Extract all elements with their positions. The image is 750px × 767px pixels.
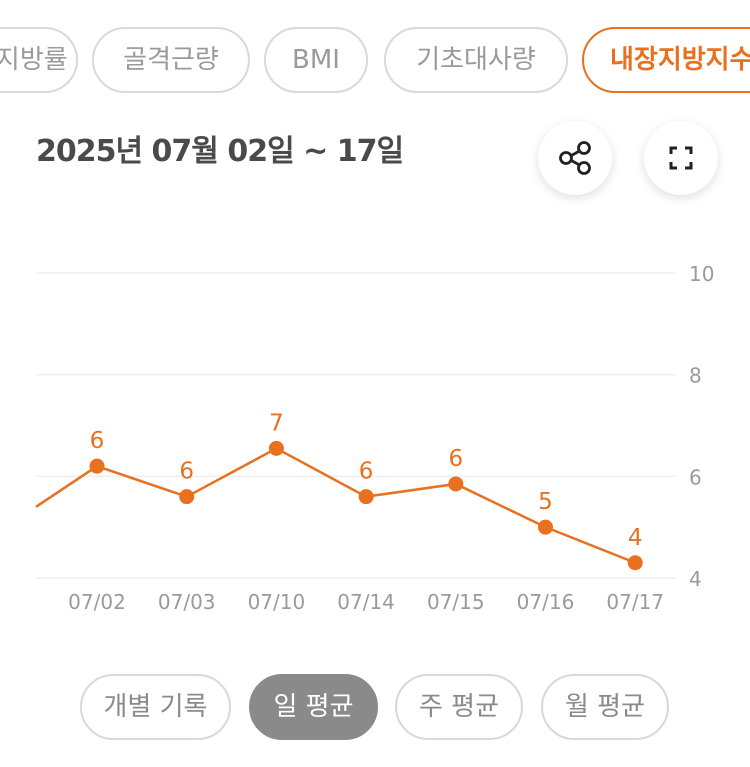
tab-basal-metabolic-rate[interactable]: 기초대사량	[384, 27, 568, 93]
data-point	[268, 440, 284, 456]
x-tick-label: 07/03	[158, 590, 216, 614]
x-tick-label: 07/16	[517, 590, 575, 614]
daily-average-button[interactable]: 일 평균	[249, 674, 378, 740]
series-line	[35, 446, 636, 564]
data-point	[179, 489, 195, 505]
x-tick-label: 07/10	[248, 590, 306, 614]
visceral-fat-line-chart: 4 6 8 10 07/02 07/03 07/10 07/14 07/15 07/16 07/17…	[35, 262, 714, 614]
x-tick-label: 07/14	[337, 590, 395, 614]
y-tick-label: 4	[689, 567, 702, 591]
data-label: 6	[359, 459, 374, 485]
share-button[interactable]	[538, 121, 612, 195]
individual-records-button[interactable]: 개별 기록	[80, 674, 231, 740]
data-label: 6	[448, 446, 463, 472]
tab-skeletal-muscle[interactable]: 골격근량	[92, 27, 250, 93]
fullscreen-icon	[669, 146, 693, 170]
data-point	[448, 476, 464, 492]
metric-tab-bar: 체지방률 골격근량 BMI 기초대사량 내장지방지수	[0, 27, 750, 93]
y-tick-label: 10	[689, 262, 714, 286]
data-label: 5	[538, 489, 553, 515]
x-tick-label: 07/17	[606, 590, 664, 614]
data-point	[358, 489, 374, 505]
data-label: 6	[179, 459, 194, 485]
x-tick-label: 07/15	[427, 590, 485, 614]
data-label: 4	[628, 525, 643, 551]
data-point	[89, 458, 105, 474]
tab-visceral-fat-index[interactable]: 내장지방지수	[582, 27, 750, 93]
share-icon	[559, 141, 591, 175]
tab-bmi[interactable]: BMI	[264, 27, 368, 93]
date-range: 2025년 07월 02일 ~ 17일	[36, 134, 404, 169]
tab-body-fat-rate[interactable]: 체지방률	[0, 27, 78, 93]
period-selector: 개별 기록 일 평균 주 평균 월 평균	[0, 674, 750, 740]
fullscreen-button[interactable]	[644, 121, 718, 195]
monthly-average-button[interactable]: 월 평균	[541, 674, 669, 740]
data-label: 6	[90, 428, 105, 454]
x-tick-label: 07/02	[68, 590, 126, 614]
y-tick-label: 8	[689, 364, 702, 388]
y-tick-label: 6	[689, 465, 702, 489]
data-label: 7	[269, 410, 284, 436]
data-point	[538, 519, 553, 535]
data-point	[627, 555, 643, 571]
weekly-average-button[interactable]: 주 평균	[395, 674, 523, 740]
